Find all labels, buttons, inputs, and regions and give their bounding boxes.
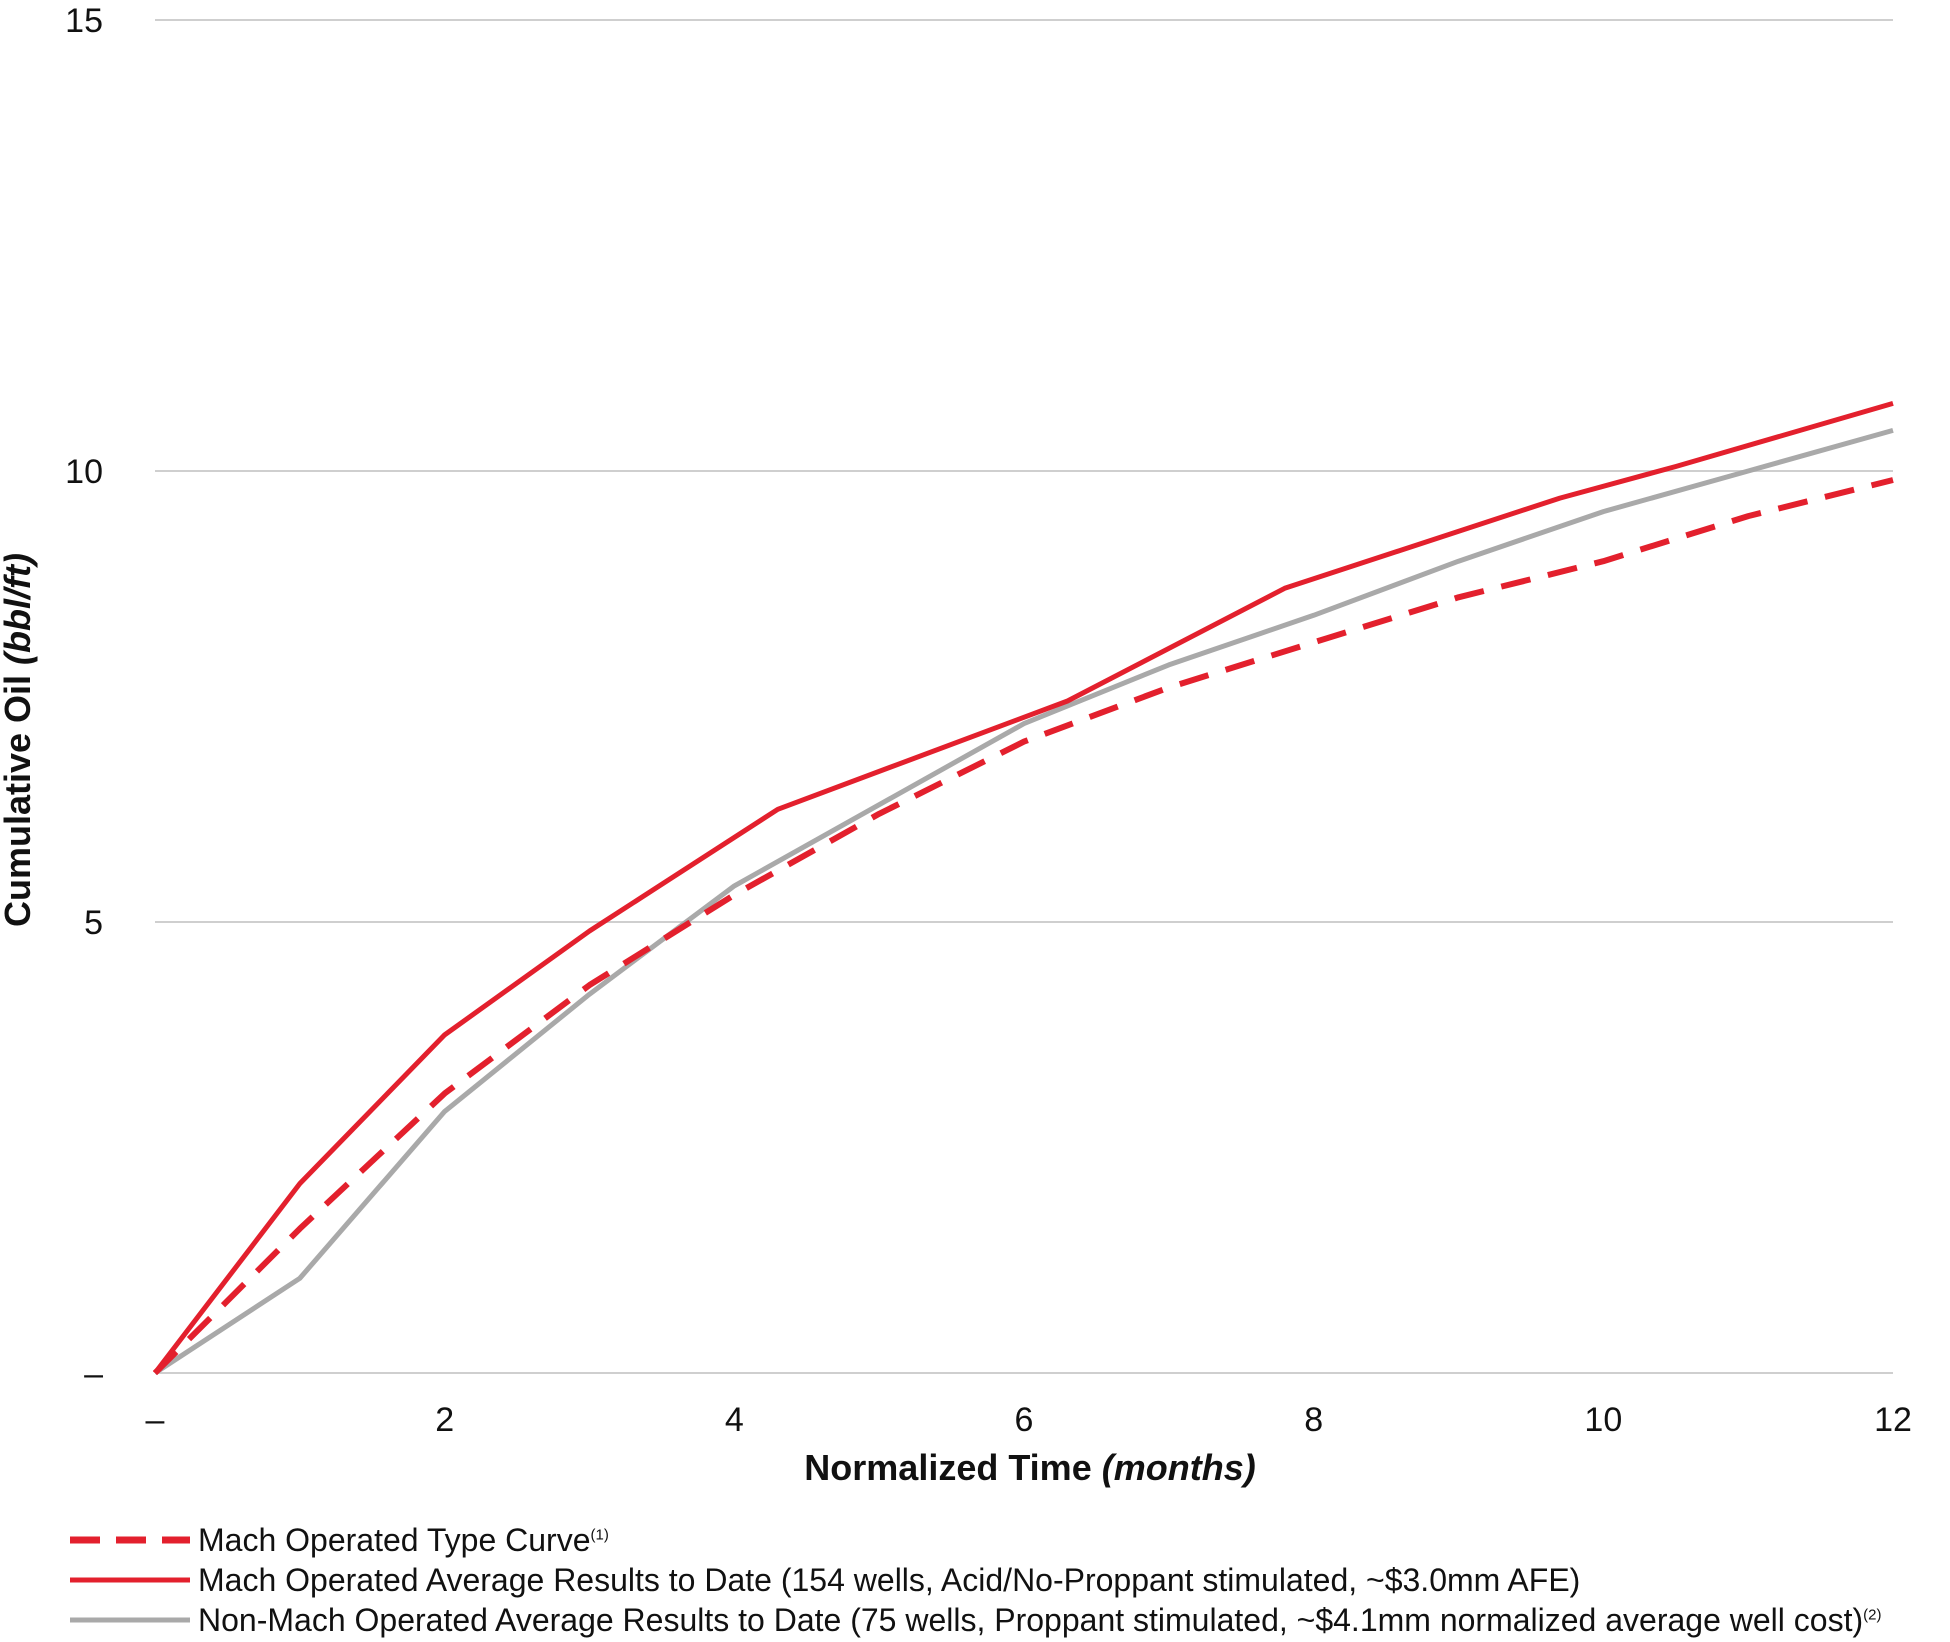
legend-entry-type-curve: Mach Operated Type Curve(1) — [70, 1520, 1881, 1560]
series-line-2 — [153, 427, 1894, 1376]
legend-sup-1: (1) — [590, 1525, 609, 1543]
x-tick-label-0: – — [146, 1401, 165, 1439]
legend-sup-2: (2) — [1863, 1605, 1882, 1623]
x-axis-title: Normalized Time (months) — [804, 1447, 1255, 1488]
y-axis-ticks: – 5 10 15 — [65, 2, 103, 1393]
legend: Mach Operated Type Curve(1) Mach Operate… — [70, 1520, 1881, 1640]
series-line-1 — [153, 400, 1894, 1375]
y-axis-title-main: Cumulative Oil — [0, 675, 38, 927]
x-tick-label-2: 2 — [435, 1401, 454, 1439]
x-axis-title-main: Normalized Time — [804, 1447, 1091, 1488]
y-tick-label-15: 15 — [65, 2, 103, 40]
legend-label-mach-average: Mach Operated Average Results to Date (1… — [198, 1561, 1581, 1598]
legend-entry-mach-average: Mach Operated Average Results to Date (1… — [70, 1560, 1881, 1600]
x-axis-title-unit: (months) — [1102, 1447, 1256, 1488]
legend-label-type-curve: Mach Operated Type Curve — [198, 1521, 591, 1558]
y-tick-label-0: – — [84, 1355, 103, 1393]
x-tick-label-4: 4 — [725, 1401, 744, 1439]
x-tick-label-6: 6 — [1015, 1401, 1034, 1439]
y-axis-title-unit: (bbl/ft) — [0, 553, 38, 665]
y-tick-label-5: 5 — [84, 904, 103, 942]
gridlines — [155, 19, 1893, 1374]
x-tick-label-12: 12 — [1874, 1401, 1912, 1439]
y-tick-label-10: 10 — [65, 453, 103, 491]
series-lines — [152, 400, 1894, 1376]
x-tick-label-10: 10 — [1584, 1401, 1622, 1439]
chart: – 5 10 15 – 2 4 6 8 10 12 Cumulative Oil (bbl/ft)… — [0, 2, 1912, 1488]
legend-swatch-solid-red — [70, 1576, 190, 1584]
legend-swatch-solid-gray — [70, 1616, 190, 1624]
x-axis-ticks: – 2 4 6 8 10 12 — [146, 1401, 1912, 1439]
legend-swatch-dashed-red — [70, 1536, 190, 1544]
legend-label-non-mach-average: Non-Mach Operated Average Results to Dat… — [198, 1601, 1864, 1638]
series-line-0 — [152, 477, 1894, 1376]
x-tick-label-8: 8 — [1304, 1401, 1323, 1439]
y-axis-title: Cumulative Oil (bbl/ft) — [0, 553, 38, 927]
legend-entry-non-mach-average: Non-Mach Operated Average Results to Dat… — [70, 1600, 1881, 1640]
